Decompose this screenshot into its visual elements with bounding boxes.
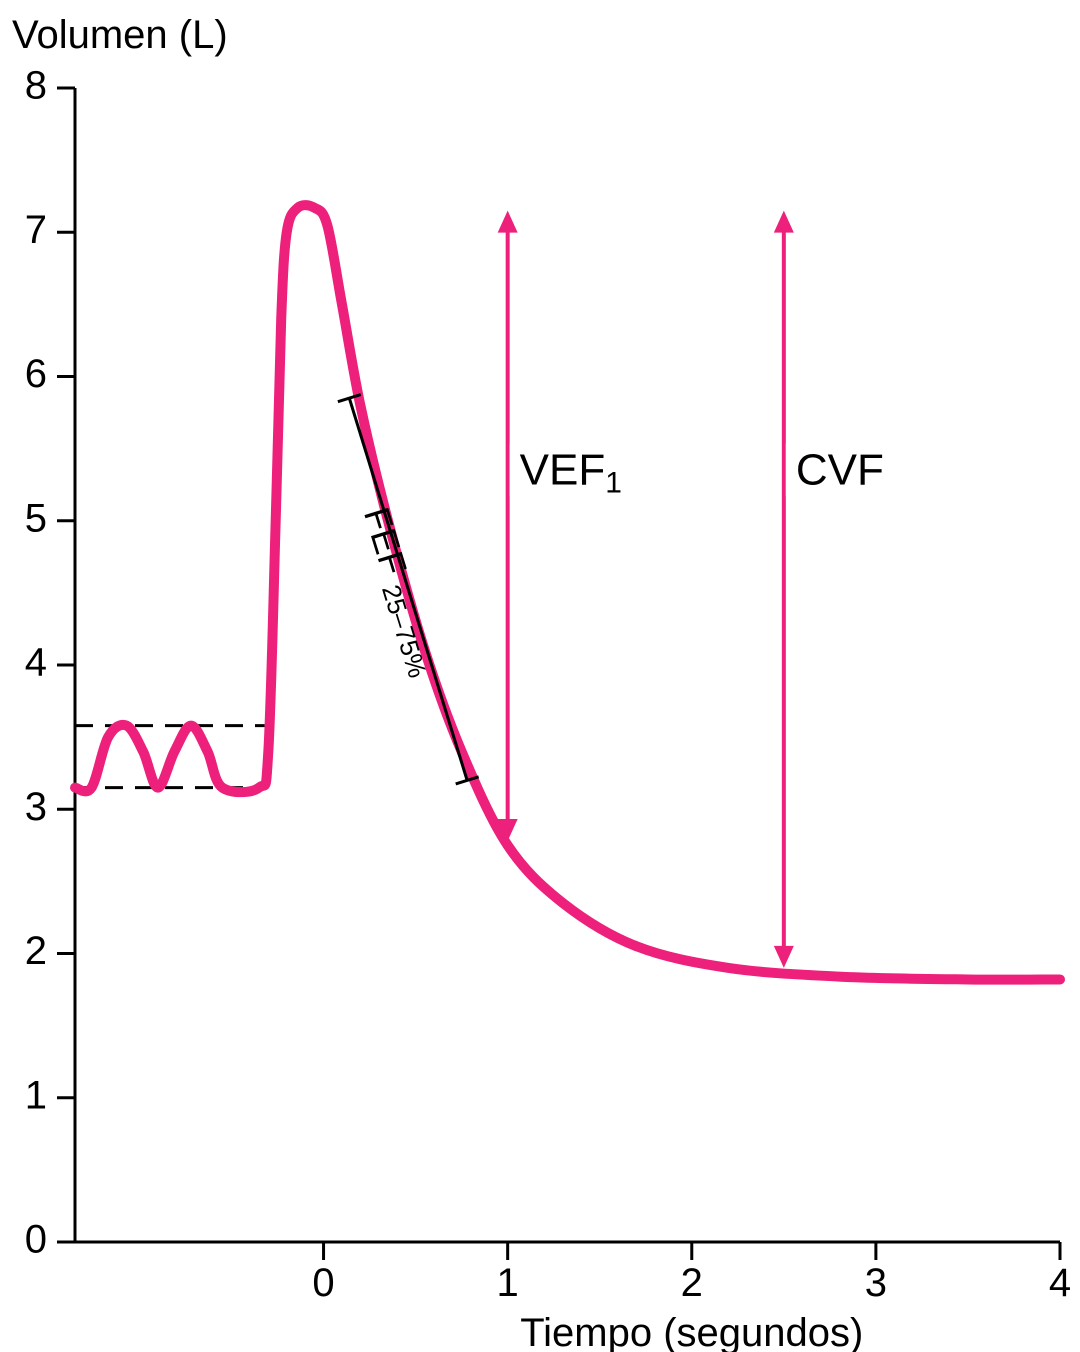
x-axis-title: Tiempo (segundos) — [520, 1311, 863, 1352]
spirometry-chart: 0 1 2 3 4 5 6 7 8 0 1 2 3 4 FEF 25–75% VEF1CVF Volume… — [0, 0, 1080, 1352]
fef-annotation: FEF 25–75% — [338, 395, 479, 784]
y-axis-title: Volumen (L) — [12, 13, 228, 57]
y-tick-label: 7 — [25, 208, 47, 252]
y-tick-label: 1 — [25, 1073, 47, 1117]
arrowhead — [774, 946, 794, 968]
x-tick-label: 0 — [312, 1261, 334, 1305]
fef-label: FEF 25–75% — [353, 503, 446, 682]
x-tick-label: 3 — [865, 1261, 887, 1305]
cvf-label: CVF — [796, 446, 884, 495]
y-tick-label: 5 — [25, 496, 47, 540]
x-tick-label: 4 — [1049, 1261, 1071, 1305]
axes-layer: 0 1 2 3 4 5 6 7 8 0 1 2 3 4 — [25, 64, 1071, 1305]
y-tick-label: 0 — [25, 1218, 47, 1262]
fef-chord — [349, 398, 467, 780]
x-tick-label: 1 — [497, 1261, 519, 1305]
arrowhead — [498, 211, 518, 233]
y-tick-label: 4 — [25, 641, 47, 685]
y-tick-label: 3 — [25, 785, 47, 829]
y-tick-label: 2 — [25, 929, 47, 973]
y-tick-label: 8 — [25, 64, 47, 108]
y-tick-label: 6 — [25, 352, 47, 396]
arrowhead — [774, 211, 794, 233]
curve-layer — [75, 205, 1060, 980]
arrows-layer: VEF1CVF — [498, 211, 884, 968]
x-tick-label: 2 — [681, 1261, 703, 1305]
spirometry-curve — [75, 205, 1060, 980]
